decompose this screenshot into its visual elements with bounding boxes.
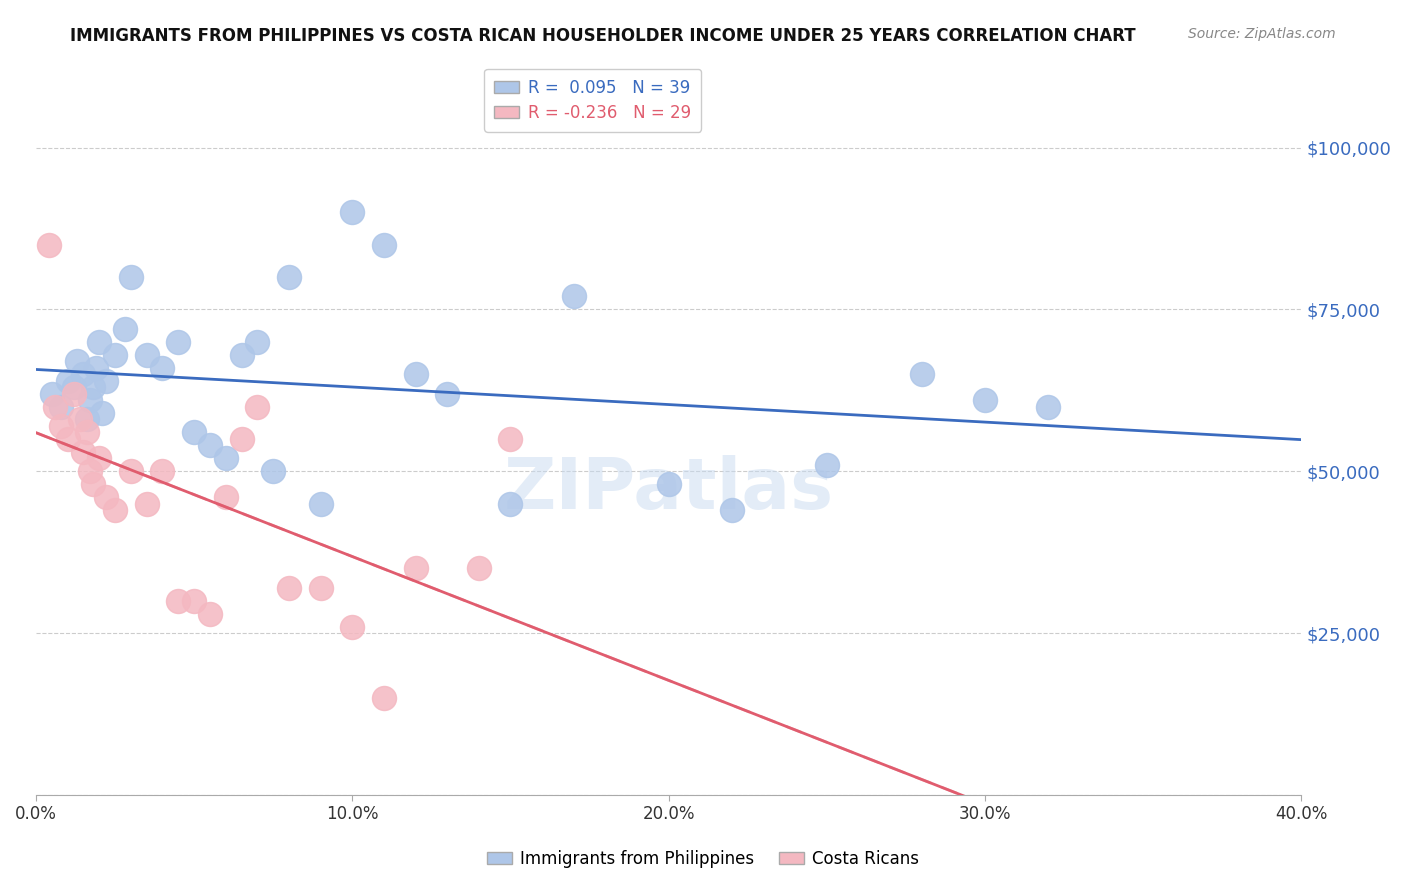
Point: [1038, 400, 1060, 414]
Point: [231, 432, 253, 446]
Point: [436, 386, 458, 401]
Point: [231, 348, 253, 362]
Point: [911, 367, 934, 381]
Point: [72, 367, 94, 381]
Point: [72, 445, 94, 459]
Point: [79, 464, 101, 478]
Point: [51, 419, 73, 434]
Point: [215, 451, 238, 466]
Point: [41, 386, 63, 401]
Text: ZIPatlas: ZIPatlas: [503, 455, 834, 524]
Point: [94, 490, 117, 504]
Legend: R =  0.095   N = 39, R = -0.236   N = 29: R = 0.095 N = 39, R = -0.236 N = 29: [485, 69, 702, 132]
Point: [278, 581, 301, 595]
Point: [82, 380, 104, 394]
Point: [89, 334, 111, 349]
Point: [562, 289, 585, 303]
Point: [114, 322, 136, 336]
Point: [721, 503, 744, 517]
Point: [198, 607, 221, 621]
Point: [63, 380, 86, 394]
Point: [405, 367, 427, 381]
Point: [468, 561, 491, 575]
Point: [89, 451, 111, 466]
Point: [120, 464, 142, 478]
Point: [342, 620, 364, 634]
Point: [373, 690, 395, 705]
Point: [135, 348, 157, 362]
Point: [499, 432, 522, 446]
Point: [56, 374, 79, 388]
Point: [63, 386, 86, 401]
Point: [499, 497, 522, 511]
Point: [94, 374, 117, 388]
Point: [278, 270, 301, 285]
Point: [309, 581, 332, 595]
Text: Source: ZipAtlas.com: Source: ZipAtlas.com: [1188, 27, 1336, 41]
Point: [974, 392, 997, 407]
Point: [215, 490, 238, 504]
Text: IMMIGRANTS FROM PHILIPPINES VS COSTA RICAN HOUSEHOLDER INCOME UNDER 25 YEARS COR: IMMIGRANTS FROM PHILIPPINES VS COSTA RIC…: [70, 27, 1136, 45]
Point: [246, 334, 269, 349]
Point: [309, 497, 332, 511]
Point: [135, 497, 157, 511]
Point: [104, 348, 127, 362]
Point: [76, 425, 98, 440]
Point: [262, 464, 284, 478]
Point: [79, 392, 101, 407]
Point: [658, 477, 681, 491]
Point: [198, 438, 221, 452]
Point: [56, 432, 79, 446]
Point: [51, 400, 73, 414]
Point: [91, 406, 114, 420]
Point: [84, 360, 107, 375]
Point: [69, 412, 91, 426]
Point: [120, 270, 142, 285]
Point: [405, 561, 427, 575]
Point: [167, 594, 190, 608]
Point: [66, 354, 89, 368]
Point: [246, 400, 269, 414]
Point: [82, 477, 104, 491]
Point: [152, 464, 174, 478]
Point: [183, 425, 205, 440]
Point: [38, 237, 60, 252]
Point: [342, 205, 364, 219]
Point: [183, 594, 205, 608]
Point: [373, 237, 395, 252]
Legend: Immigrants from Philippines, Costa Ricans: Immigrants from Philippines, Costa Rican…: [479, 844, 927, 875]
Point: [152, 360, 174, 375]
Point: [167, 334, 190, 349]
Point: [44, 400, 66, 414]
Point: [76, 412, 98, 426]
Point: [104, 503, 127, 517]
Point: [815, 458, 838, 472]
